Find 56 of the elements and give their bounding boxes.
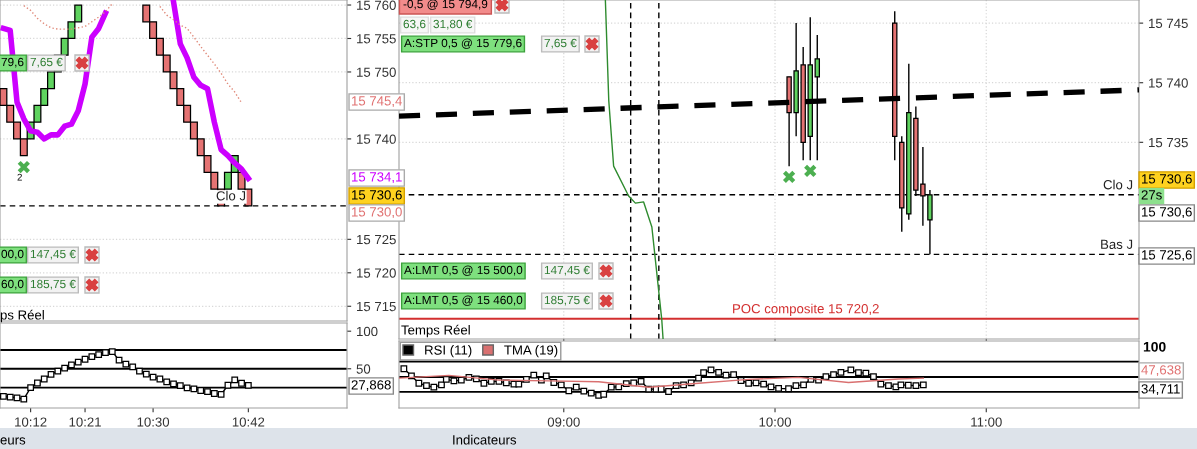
annotation: 7,65 € bbox=[544, 38, 577, 49]
annotation: 15 745,4 bbox=[352, 96, 402, 108]
annotation: 2 bbox=[17, 173, 22, 181]
y-tick-label: 50 bbox=[356, 364, 371, 374]
annotation: 15 734,1 bbox=[352, 172, 402, 184]
y-tick-label: 15 740 bbox=[1149, 78, 1188, 88]
y-tick-label: 15 740 bbox=[357, 134, 396, 144]
annotation: 15 730,0 bbox=[352, 207, 402, 219]
x-tick-label: 10:30 bbox=[137, 417, 170, 427]
x-tick-label: 09:00 bbox=[547, 417, 580, 427]
annotation: 63,6 bbox=[403, 19, 426, 30]
annotation: 147,45 € bbox=[30, 249, 76, 260]
annotation: 185,75 € bbox=[544, 295, 590, 306]
x-tick-label: 11:00 bbox=[971, 417, 1002, 427]
y-tick-label: 15 720 bbox=[357, 268, 396, 278]
x-tick-label: 10:12 bbox=[15, 417, 47, 427]
text: 27,868 bbox=[351, 380, 391, 392]
annotation: Temps Réel bbox=[401, 324, 470, 338]
x-tick-label: 10:42 bbox=[232, 417, 265, 427]
ref-line-label: Bas J bbox=[1101, 239, 1133, 249]
y-tick-label: 15 745 bbox=[1149, 18, 1188, 29]
y-tick-label: 15 750 bbox=[357, 67, 396, 77]
legend-label: RSI (11) bbox=[425, 345, 472, 358]
annotation: A:LMT 0,5 @ 15 500,0 bbox=[404, 265, 523, 276]
legend-label: TMA (19) bbox=[504, 345, 558, 358]
text: 47,638 bbox=[1141, 365, 1181, 377]
annotation: ps Réel bbox=[0, 309, 44, 323]
y-tick-label: 15 725 bbox=[357, 234, 396, 245]
annotation: 00,0 bbox=[1, 249, 24, 260]
text: Indicateurs bbox=[453, 434, 517, 445]
ref-line-label: Clo J bbox=[1103, 179, 1133, 190]
annotation: 7,65 € bbox=[30, 57, 63, 68]
text: 15 730,6 bbox=[1142, 174, 1192, 186]
annotation: 60,0 bbox=[1, 279, 24, 290]
text: eurs bbox=[0, 437, 26, 445]
annotation: 147,45 € bbox=[544, 265, 590, 276]
annotation: 31,80 € bbox=[433, 19, 473, 30]
ref-line-label: POC composite 15 720,2 bbox=[733, 303, 879, 316]
annotation: 185,75 € bbox=[30, 279, 76, 290]
y-tick-label: 15 735 bbox=[1149, 137, 1188, 148]
text: 15 725,6 bbox=[1142, 250, 1192, 262]
text: 27s bbox=[1141, 190, 1162, 200]
ref-line-label: Clo J bbox=[216, 190, 246, 201]
annotation: -0,5 @ 15 794,9 bbox=[403, 0, 488, 10]
text: 15 730,6 bbox=[1142, 207, 1192, 219]
x-tick-label: 10:00 bbox=[759, 417, 792, 427]
y-tick-label: 15 755 bbox=[357, 34, 396, 44]
annotation: 15 730,6 bbox=[352, 190, 402, 202]
annotation: 79,6 bbox=[1, 57, 24, 68]
x-tick-label: 10:21 bbox=[69, 417, 101, 427]
text: 34,711 bbox=[1141, 384, 1180, 396]
annotation: A:LMT 0,5 @ 15 460,0 bbox=[404, 295, 523, 306]
annotation: A:STP 0,5 @ 15 779,6 bbox=[404, 38, 522, 49]
y-tick-label: 15 715 bbox=[357, 301, 396, 312]
y-tick-label: 15 760 bbox=[357, 0, 396, 10]
y-tick-label: 100 bbox=[357, 326, 378, 337]
